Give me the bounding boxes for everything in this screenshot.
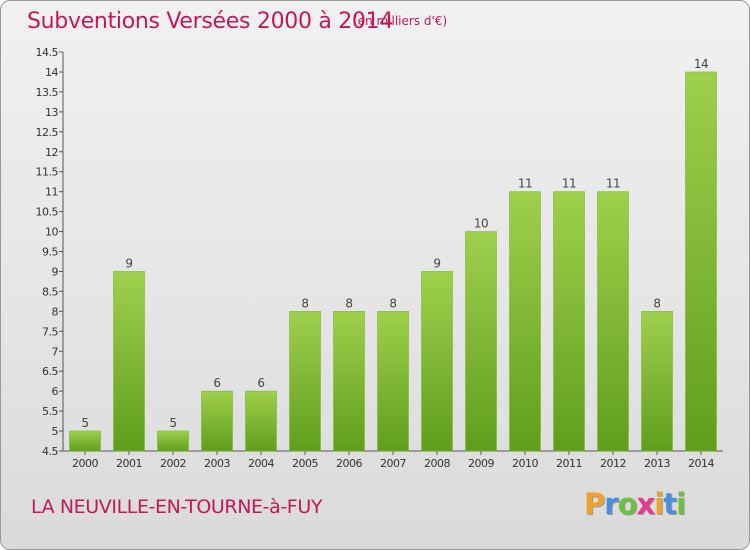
bar bbox=[289, 311, 321, 452]
x-tick-label: 2001 bbox=[116, 457, 142, 470]
logo-letter: o bbox=[617, 487, 638, 521]
bar-value-label: 5 bbox=[169, 416, 176, 430]
bar-value-label: 11 bbox=[518, 177, 532, 191]
bar-value-label: 8 bbox=[653, 296, 660, 310]
bar bbox=[245, 390, 277, 452]
y-tick-label: 6 bbox=[52, 385, 59, 398]
commune-name: LA NEUVILLE-EN-TOURNE-à-FUY bbox=[31, 496, 323, 518]
bar-value-label: 11 bbox=[606, 177, 620, 191]
y-tick-label: 5.5 bbox=[42, 405, 58, 418]
bar-value-label: 8 bbox=[389, 296, 396, 310]
bar bbox=[201, 390, 233, 452]
y-tick-label: 12.5 bbox=[36, 126, 59, 139]
axes: 4.5 5 5.5 6 6.5 7 7.5 8 8.5 9 9.5 10 10.5 11 11.5 12 12.… bbox=[36, 46, 723, 470]
x-tick-label: 2013 bbox=[644, 457, 670, 470]
bar-value-label: 11 bbox=[562, 177, 576, 191]
y-tick-label: 6.5 bbox=[42, 365, 58, 378]
bar-value-label: 8 bbox=[345, 296, 352, 310]
bar-value-label: 6 bbox=[257, 376, 264, 390]
y-tick-label: 7.5 bbox=[42, 325, 58, 338]
bar bbox=[377, 311, 409, 452]
x-tick-label: 2002 bbox=[160, 457, 186, 470]
logo-letter: t bbox=[663, 487, 677, 521]
bar-value-label: 9 bbox=[433, 256, 440, 270]
x-tick-label: 2009 bbox=[468, 457, 494, 470]
bar-value-label: 8 bbox=[301, 296, 308, 310]
y-tick-label: 10.5 bbox=[36, 206, 59, 219]
logo-letter: r bbox=[604, 487, 618, 521]
y-tick-label: 11 bbox=[45, 186, 58, 199]
x-tick-label: 2011 bbox=[556, 457, 582, 470]
x-tick-label: 2004 bbox=[248, 457, 274, 470]
y-tick-label: 4.5 bbox=[42, 445, 58, 458]
y-tick-label: 8 bbox=[52, 305, 59, 318]
x-tick-label: 2008 bbox=[424, 457, 450, 470]
y-tick-label: 13.5 bbox=[36, 86, 59, 99]
x-tick-label: 2005 bbox=[292, 457, 318, 470]
bar bbox=[157, 430, 189, 452]
bar bbox=[597, 191, 629, 452]
y-tick-label: 9 bbox=[52, 265, 59, 278]
bar bbox=[333, 311, 365, 452]
bar bbox=[113, 271, 145, 452]
bar bbox=[553, 191, 585, 452]
bar bbox=[69, 430, 101, 452]
y-tick-label: 9.5 bbox=[42, 246, 58, 259]
x-tick-label: 2007 bbox=[380, 457, 406, 470]
y-tick-label: 11.5 bbox=[36, 166, 59, 179]
x-tick-label: 2006 bbox=[336, 457, 362, 470]
logo-letter: i bbox=[654, 487, 664, 521]
bar-value-label: 9 bbox=[125, 256, 132, 270]
logo-letter: x bbox=[636, 487, 656, 521]
x-tick-label: 2000 bbox=[72, 457, 98, 470]
chart-unit: (en milliers d'€) bbox=[353, 14, 448, 28]
y-tick-label: 13 bbox=[45, 106, 58, 119]
logo-letter: i bbox=[676, 487, 686, 521]
bar-value-label: 6 bbox=[213, 376, 220, 390]
proxiti-logo: Proxiti bbox=[584, 487, 686, 521]
y-tick-label: 10 bbox=[45, 226, 58, 239]
y-tick-label: 14.5 bbox=[36, 46, 59, 59]
bars bbox=[69, 71, 717, 452]
y-tick-label: 14 bbox=[45, 66, 58, 79]
bar-value-label: 14 bbox=[694, 57, 708, 71]
logo-letter: P bbox=[584, 487, 605, 521]
x-tick-label: 2012 bbox=[600, 457, 626, 470]
chart-title: Subventions Versées 2000 à 2014 bbox=[27, 9, 394, 34]
bar bbox=[641, 311, 673, 452]
x-tick-label: 2003 bbox=[204, 457, 230, 470]
data-labels: 5 9 5 6 6 8 8 8 9 10 11 11 11 8 14 bbox=[81, 57, 708, 430]
x-tick-label: 2014 bbox=[688, 457, 714, 470]
bar bbox=[421, 271, 453, 452]
x-tick-label: 2010 bbox=[512, 457, 538, 470]
y-tick-label: 8.5 bbox=[42, 285, 58, 298]
bar-value-label: 5 bbox=[81, 416, 88, 430]
bar bbox=[509, 191, 541, 452]
bar bbox=[465, 231, 497, 452]
y-tick-label: 7 bbox=[52, 345, 59, 358]
y-tick-label: 5 bbox=[52, 425, 59, 438]
y-tick-label: 12 bbox=[45, 146, 58, 159]
bar-value-label: 10 bbox=[474, 217, 488, 231]
bar bbox=[685, 71, 717, 452]
